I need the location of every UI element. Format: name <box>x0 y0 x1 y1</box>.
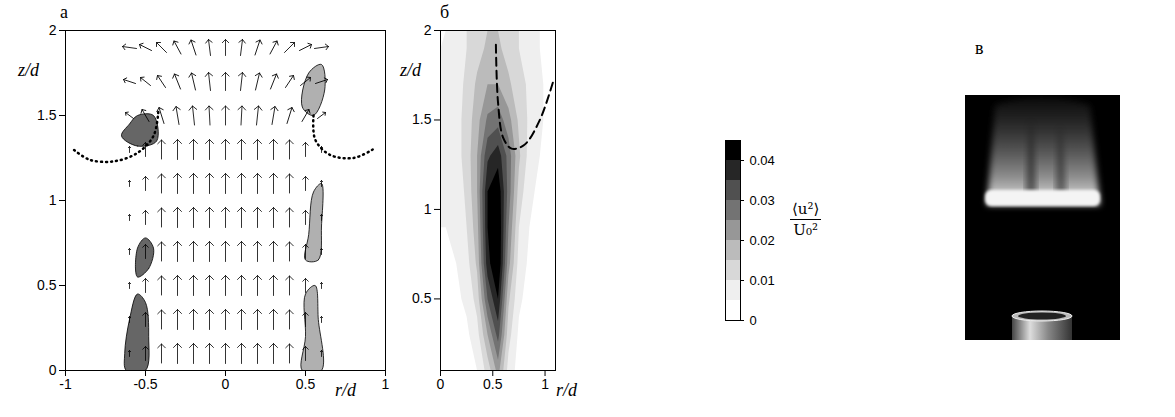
svg-text:-0.5: -0.5 <box>133 376 157 392</box>
svg-text:1.5: 1.5 <box>412 111 432 127</box>
svg-text:0: 0 <box>222 376 230 392</box>
svg-text:0.5: 0.5 <box>37 277 57 293</box>
html-text:z/d: z/d <box>18 60 39 80</box>
html-text:r/d: r/d <box>556 380 577 400</box>
svg-text:0: 0 <box>437 376 445 392</box>
svg-text:2: 2 <box>49 22 57 38</box>
svg-text:1.5: 1.5 <box>37 107 57 123</box>
html-text:U₀²: U₀² <box>793 221 818 239</box>
svg-text:2: 2 <box>424 22 432 38</box>
svg-text:0: 0 <box>750 313 757 328</box>
svg-text:0: 0 <box>49 362 57 378</box>
html-text:а: а <box>60 2 68 22</box>
svg-text:1: 1 <box>424 201 432 217</box>
svg-text:0.01: 0.01 <box>750 273 775 288</box>
svg-text:0.02: 0.02 <box>750 233 775 248</box>
svg-text:-1: -1 <box>59 376 72 392</box>
html-text:⟨u²⟩: ⟨u²⟩ <box>792 200 820 218</box>
svg-text:0.03: 0.03 <box>750 193 775 208</box>
svg-text:0.5: 0.5 <box>412 290 432 306</box>
svg-text:1: 1 <box>541 376 549 392</box>
svg-text:0.04: 0.04 <box>750 153 775 168</box>
svg-text:1: 1 <box>382 376 390 392</box>
html-text:z/d: z/d <box>400 60 421 80</box>
html-text:б: б <box>440 2 450 22</box>
svg-text:1: 1 <box>49 192 57 208</box>
html-text:r/d: r/d <box>335 380 356 400</box>
svg-text:0.5: 0.5 <box>483 376 503 392</box>
svg-text:0.5: 0.5 <box>296 376 316 392</box>
html-text:в: в <box>975 38 984 58</box>
